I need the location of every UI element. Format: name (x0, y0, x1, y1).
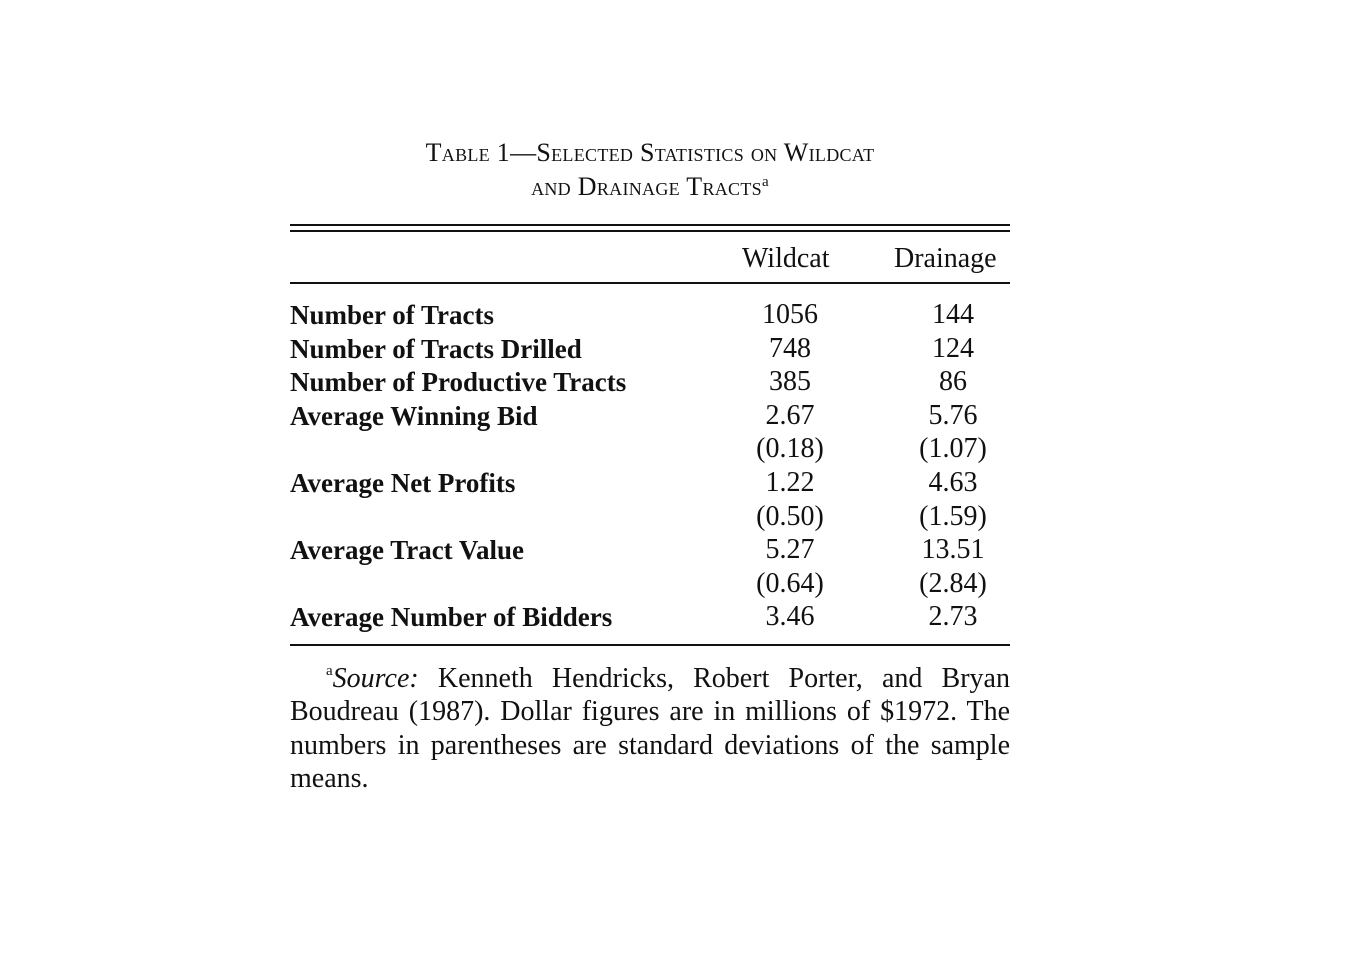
footnote-source-label: Source: (332, 662, 419, 694)
column-header-wildcat: Wildcat (742, 243, 830, 274)
row-label: Average Net Profits (290, 467, 516, 498)
drainage-cell: 13.51 (921, 534, 985, 566)
wildcat-cell: 748 (769, 332, 811, 364)
drainage-cell: (1.59) (919, 500, 987, 532)
drainage-cell: 86 (939, 366, 967, 398)
drainage-cell: 5.76 (928, 399, 978, 431)
table-row: (0.18) (1.07) (290, 432, 1010, 466)
drainage-cell: 144 (932, 299, 974, 330)
footnote-text: Kenneth Hendricks, Robert Porter, and Br… (290, 662, 1010, 795)
drainage-cell: 2.73 (928, 601, 978, 633)
table-row: (0.50) (1.59) (290, 500, 1010, 534)
footnote-marker: a (326, 662, 333, 679)
table-row: Number of Productive Tracts 385 86 (290, 365, 1010, 399)
top-double-rule (290, 224, 1010, 232)
caption-line-1: Table 1—Selected Statistics on Wildcat (425, 138, 875, 167)
table-caption: Table 1—Selected Statistics on Wildcat a… (290, 136, 1010, 204)
drainage-cell: (2.84) (919, 567, 987, 599)
row-label: Number of Tracts Drilled (290, 333, 582, 364)
wildcat-cell: 5.27 (765, 534, 815, 566)
wildcat-cell: 2.67 (765, 399, 815, 431)
table-row: Average Number of Bidders 3.46 2.73 (290, 600, 1010, 634)
statistics-table: Table 1—Selected Statistics on Wildcat a… (290, 136, 1010, 796)
drainage-cell: 4.63 (928, 466, 978, 498)
wildcat-cell: 1056 (762, 299, 818, 330)
column-header-row: Wildcat Drainage (290, 232, 1010, 282)
column-header-drainage: Drainage (894, 243, 997, 274)
row-label: Average Winning Bid (290, 400, 538, 431)
table-row: Number of Tracts Drilled 748 124 (290, 332, 1010, 366)
table-row: Number of Tracts 1056 144 (290, 298, 1010, 332)
bottom-rule (290, 643, 1010, 646)
header-rule (290, 282, 1010, 284)
drainage-cell: (1.07) (919, 433, 987, 465)
table-footnote: aSource: Kenneth Hendricks, Robert Porte… (290, 662, 1010, 796)
wildcat-cell: 3.46 (765, 601, 815, 633)
wildcat-cell: 1.22 (765, 466, 815, 498)
table-row: (0.64) (2.84) (290, 567, 1010, 601)
wildcat-cell: (0.64) (756, 567, 824, 599)
table-body: Number of Tracts 1056 144 Number of Trac… (290, 284, 1010, 644)
wildcat-cell: 385 (769, 366, 811, 398)
caption-line-2: and Drainage Tractsa (290, 170, 1010, 204)
row-label: Number of Productive Tracts (290, 367, 627, 398)
caption-line-2-text: and Drainage Tracts (531, 172, 762, 201)
row-label: Average Tract Value (290, 535, 524, 566)
table-row: Average Net Profits 1.22 4.63 (290, 466, 1010, 500)
table-row: Average Tract Value 5.27 13.51 (290, 533, 1010, 567)
caption-footnote-marker: a (761, 174, 769, 190)
row-label: Number of Tracts (290, 300, 494, 330)
table-row: Average Winning Bid 2.67 5.76 (290, 399, 1010, 433)
wildcat-cell: (0.50) (756, 500, 824, 532)
row-label: Average Number of Bidders (290, 602, 613, 633)
drainage-cell: 124 (932, 332, 974, 364)
wildcat-cell: (0.18) (756, 433, 824, 465)
